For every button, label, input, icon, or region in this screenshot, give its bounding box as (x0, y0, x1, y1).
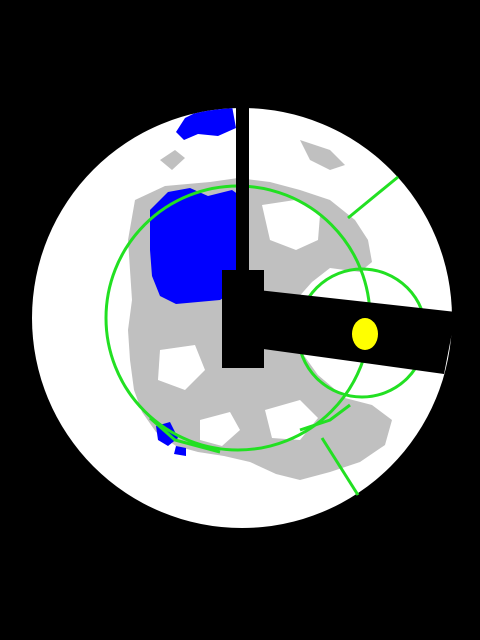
yellow-dot-icon (352, 318, 378, 350)
vertical-arm (236, 100, 249, 290)
lower-divider-line (320, 437, 360, 496)
outline-accent-right (299, 403, 351, 432)
outline-accent (149, 416, 221, 454)
white-patches (158, 200, 320, 446)
upper-divider-line (347, 175, 399, 220)
